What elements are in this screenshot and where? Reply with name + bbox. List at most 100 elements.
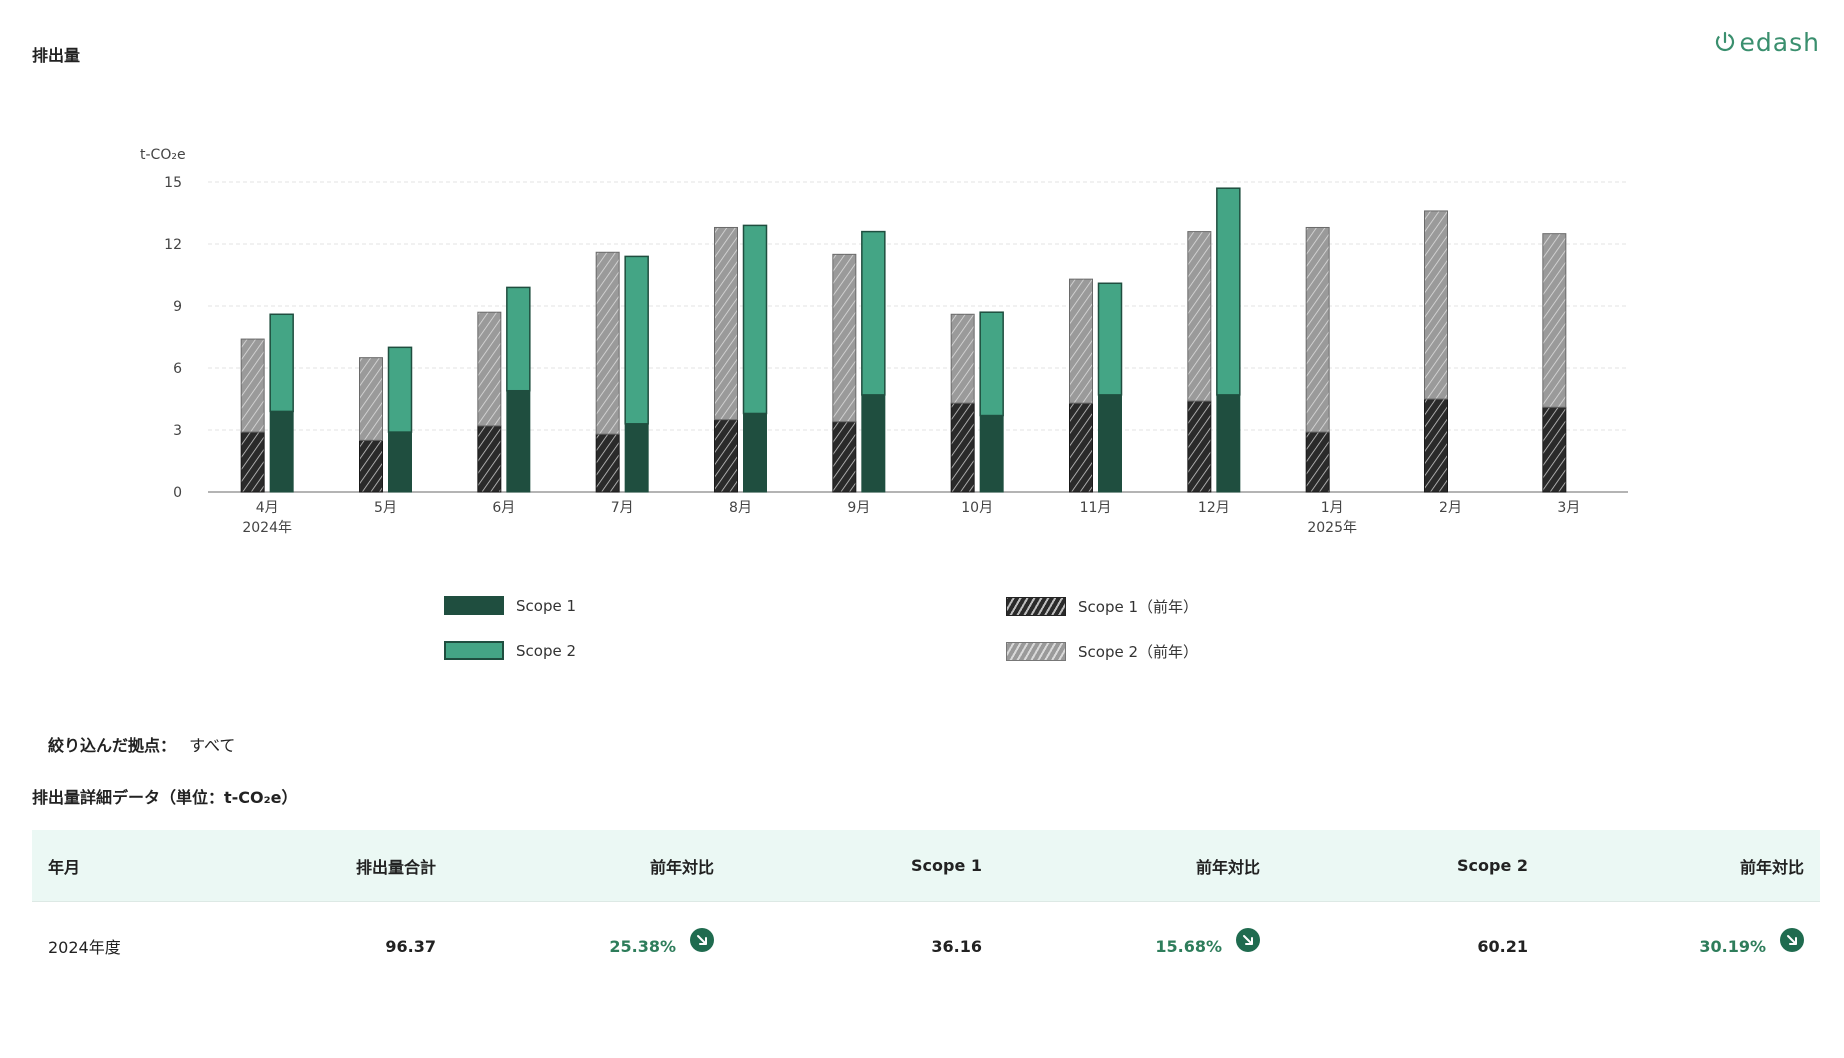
filter-row: 絞り込んだ拠点： すべて bbox=[48, 732, 235, 756]
header-scope1: Scope 1 bbox=[910, 856, 982, 875]
bar-scope2-prev bbox=[1069, 278, 1093, 404]
bar-scope1-prev bbox=[359, 439, 383, 493]
bar-scope1-prev bbox=[1187, 400, 1212, 493]
cell-total-yoy-value: 25.38% bbox=[609, 936, 676, 956]
x-tick-label: 12月 bbox=[1198, 500, 1230, 516]
x-tick-label: 5月 bbox=[374, 500, 397, 516]
legend-label-scope2: Scope 2 bbox=[516, 641, 577, 660]
bar-scope2 bbox=[1097, 282, 1123, 396]
y-tick-label: 6 bbox=[173, 361, 182, 377]
table-row: 2024年度 96.37 25.38% 36.16 15.68% 60.21 3… bbox=[32, 902, 1820, 990]
x-tick-label: 2月 bbox=[1439, 500, 1462, 516]
arrow-down-right-icon bbox=[1236, 928, 1260, 952]
cell-period: 2024年度 bbox=[48, 938, 121, 957]
x-tick-label: 7月 bbox=[611, 500, 634, 516]
bar-scope2 bbox=[1216, 187, 1241, 396]
cell-scope1: 36.16 bbox=[931, 936, 982, 956]
filter-label: 絞り込んだ拠点： bbox=[48, 736, 177, 755]
cell-scope1-yoy-value: 15.68% bbox=[1155, 936, 1222, 956]
bar-scope2-prev bbox=[240, 338, 265, 433]
x-tick-label: 3月 bbox=[1557, 500, 1580, 516]
y-tick-label: 9 bbox=[173, 299, 182, 315]
bar-scope1-prev bbox=[477, 425, 502, 493]
bar-scope2 bbox=[979, 311, 1004, 417]
y-tick-label: 12 bbox=[164, 237, 182, 253]
legend-scope1-prev: Scope 1（前年） bbox=[1006, 596, 1198, 617]
bar-scope1 bbox=[1098, 394, 1122, 493]
x-tick-label: 9月 bbox=[847, 500, 870, 516]
header-period: 年月 bbox=[48, 857, 81, 877]
bar-scope1 bbox=[979, 415, 1004, 493]
header-scope2-yoy: 前年対比 bbox=[1739, 857, 1804, 877]
power-icon bbox=[1714, 30, 1736, 56]
header-scope1-yoy: 前年対比 bbox=[1195, 857, 1260, 877]
bar-scope1 bbox=[388, 431, 412, 493]
header-total: 排出量合計 bbox=[355, 857, 436, 877]
page-title: 排出量 bbox=[32, 46, 81, 65]
bar-scope2 bbox=[624, 255, 649, 425]
cell-total: 96.37 bbox=[385, 936, 436, 956]
header-total-yoy: 前年対比 bbox=[649, 857, 714, 877]
bar-scope1 bbox=[624, 423, 649, 493]
y-tick-label: 15 bbox=[164, 175, 182, 191]
bar-scope1 bbox=[743, 412, 767, 493]
emissions-table: 年月 排出量合計 前年対比 Scope 1 前年対比 Scope 2 前年対比 … bbox=[32, 830, 1820, 990]
bar-scope1 bbox=[1216, 394, 1241, 493]
legend-swatch-scope1 bbox=[444, 596, 504, 615]
legend-swatch-scope2 bbox=[444, 641, 504, 660]
bar-scope1-prev bbox=[1069, 402, 1093, 493]
bar-scope2 bbox=[861, 230, 886, 396]
x-year-label: 2025年 bbox=[1307, 520, 1357, 536]
bar-scope2-prev bbox=[832, 253, 857, 423]
bar-scope2-prev bbox=[950, 313, 975, 404]
legend-label-scope1-prev: Scope 1（前年） bbox=[1078, 598, 1199, 616]
x-year-label: 2024年 bbox=[242, 520, 292, 536]
legend-scope2: Scope 2 bbox=[444, 641, 576, 660]
x-tick-label: 11月 bbox=[1080, 500, 1112, 516]
bar-scope1-prev bbox=[595, 433, 620, 493]
bar-scope1-prev bbox=[1305, 431, 1330, 493]
bar-scope2 bbox=[506, 286, 531, 392]
y-tick-label: 0 bbox=[173, 485, 182, 501]
bar-scope1 bbox=[269, 410, 294, 493]
bar-scope2-prev bbox=[1424, 210, 1448, 400]
cell-scope2: 60.21 bbox=[1477, 936, 1528, 956]
legend-scope1: Scope 1 bbox=[444, 596, 576, 615]
bar-scope2-prev bbox=[1305, 226, 1330, 433]
cell-scope1-yoy-wrap: 15.68% bbox=[998, 928, 1276, 958]
header-scope2: Scope 2 bbox=[1456, 856, 1528, 875]
cell-total-yoy-wrap: 25.38% bbox=[452, 928, 730, 958]
bar-scope1-prev bbox=[240, 431, 265, 493]
legend-scope2-prev: Scope 2（前年） bbox=[1006, 641, 1198, 662]
bar-scope1 bbox=[861, 394, 886, 493]
bar-scope2-prev bbox=[714, 226, 738, 421]
legend-label-scope2-prev: Scope 2（前年） bbox=[1078, 643, 1199, 661]
logo: edash bbox=[1714, 28, 1820, 57]
bar-scope1-prev bbox=[714, 419, 738, 493]
legend-swatch-scope2-prev bbox=[1006, 642, 1066, 661]
bar-scope2 bbox=[269, 313, 294, 413]
bar-scope2-prev bbox=[1187, 231, 1212, 402]
y-tick-label: 3 bbox=[173, 423, 182, 439]
x-tick-label: 1月 bbox=[1321, 500, 1344, 516]
cell-scope2-yoy-value: 30.19% bbox=[1699, 936, 1766, 956]
cell-total-yoy: 25.38% bbox=[609, 928, 714, 958]
table-header-row: 年月 排出量合計 前年対比 Scope 1 前年対比 Scope 2 前年対比 bbox=[32, 830, 1820, 902]
bar-scope2-prev bbox=[595, 251, 620, 435]
arrow-down-right-icon bbox=[1780, 928, 1804, 952]
bar-scope2-prev bbox=[477, 311, 502, 427]
emissions-chart: t-CO₂e 0 3 6 9 12 15 4月 2024年 5月 6月 7月 8月 9月 10月 11月 12… bbox=[140, 147, 1628, 536]
logo-text: edash bbox=[1739, 28, 1820, 57]
bar-scope2-prev bbox=[359, 357, 383, 441]
cell-scope1-yoy: 15.68% bbox=[1155, 928, 1260, 958]
bar-scope1-prev bbox=[1542, 406, 1567, 493]
bar-scope2 bbox=[387, 346, 413, 433]
cell-scope2-yoy: 30.19% bbox=[1699, 928, 1804, 958]
bar-scope1-prev bbox=[1424, 398, 1448, 493]
bar-scope1-prev bbox=[950, 402, 975, 493]
filter-value: すべて bbox=[189, 736, 236, 755]
legend-swatch-scope1-prev bbox=[1006, 597, 1066, 616]
table-title: 排出量詳細データ（単位：t-CO₂e） bbox=[32, 788, 298, 807]
arrow-down-right-icon bbox=[690, 928, 714, 952]
x-tick-label: 8月 bbox=[729, 500, 752, 516]
